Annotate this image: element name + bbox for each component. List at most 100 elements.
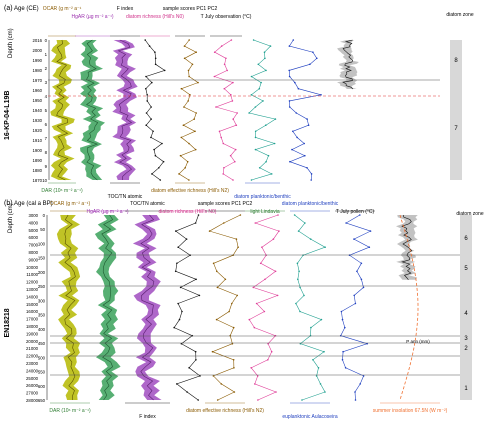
age-tick-label: 1880 xyxy=(32,168,42,173)
data-point xyxy=(223,63,226,66)
data-point xyxy=(307,124,310,126)
data-point xyxy=(233,391,236,393)
data-point xyxy=(306,167,308,169)
data-point xyxy=(298,270,300,273)
data-point xyxy=(194,222,197,224)
data-point xyxy=(299,310,301,313)
top-axis-label: HgAR (µg m⁻² a⁻¹) xyxy=(86,209,128,215)
age-axis-title: Age (CE) xyxy=(14,6,39,12)
depth-tick-label: 100 xyxy=(38,241,46,246)
depth-tick-label: 0 xyxy=(45,38,48,43)
data-point xyxy=(199,375,201,377)
data-point xyxy=(320,318,323,321)
depth-tick-label: 150 xyxy=(38,256,46,261)
depth-tick-label: 4 xyxy=(45,94,48,99)
insolation-line xyxy=(399,214,419,401)
data-point xyxy=(223,87,226,90)
series-line xyxy=(117,39,133,180)
core-name: 16-KP-04-L19B xyxy=(4,91,11,140)
data-point xyxy=(197,81,199,84)
data-point xyxy=(288,106,291,108)
age-tick-label: 18000 xyxy=(26,324,39,329)
data-point xyxy=(320,94,322,96)
depth-tick-label: 0 xyxy=(43,213,46,218)
data-point xyxy=(360,262,363,265)
data-point xyxy=(212,375,215,377)
data-point xyxy=(310,173,313,175)
series-line xyxy=(85,39,99,181)
age-tick-label: 5000 xyxy=(28,228,38,233)
data-point xyxy=(267,342,269,345)
data-point xyxy=(269,45,272,47)
series-line xyxy=(248,39,277,181)
age-tick-label: 3000 xyxy=(28,213,38,218)
depth-tick-label: 600 xyxy=(38,384,46,389)
data-point xyxy=(362,375,365,377)
series-line xyxy=(248,214,280,401)
age-tick-label: 28000 xyxy=(26,398,39,403)
data-point xyxy=(267,154,270,157)
data-point xyxy=(263,51,266,53)
zone-label: 6 xyxy=(464,236,468,242)
data-point xyxy=(288,100,291,102)
series-line xyxy=(208,214,241,401)
data-point xyxy=(270,350,273,353)
data-point xyxy=(274,118,277,120)
data-point xyxy=(195,278,197,281)
data-point xyxy=(312,359,314,361)
data-point xyxy=(152,130,154,133)
depth-tick-label: 9 xyxy=(45,164,48,169)
age-tick-label: 1920 xyxy=(32,128,42,133)
data-point xyxy=(362,286,365,289)
age-tick-label: 25000 xyxy=(26,376,39,381)
data-point xyxy=(295,112,298,114)
age-tick-label: 1890 xyxy=(32,158,42,163)
data-point xyxy=(161,142,163,145)
data-point xyxy=(341,318,344,321)
bottom-axis-label: diatom planktonic/benthic xyxy=(234,194,291,200)
data-point xyxy=(297,278,299,281)
age-tick-label: 24000 xyxy=(26,368,39,373)
data-point xyxy=(148,45,151,47)
data-point xyxy=(231,342,234,345)
data-point xyxy=(176,383,178,385)
data-point xyxy=(254,136,257,139)
data-point xyxy=(232,359,235,361)
data-point xyxy=(146,100,148,102)
depth-tick-label: 250 xyxy=(38,284,46,289)
data-point xyxy=(310,179,313,181)
data-point xyxy=(229,154,232,157)
data-point xyxy=(220,136,222,139)
data-point xyxy=(248,318,251,321)
data-point xyxy=(254,222,257,224)
data-point xyxy=(354,391,356,393)
depth-axis-title: Depth (cm) xyxy=(8,203,14,233)
series-line xyxy=(144,39,166,181)
age-tick-label: 11000 xyxy=(26,272,38,277)
data-point xyxy=(345,222,347,224)
data-point xyxy=(215,318,218,321)
data-point xyxy=(230,94,232,96)
zone-bar xyxy=(450,40,462,180)
data-point xyxy=(179,154,182,157)
data-point xyxy=(289,160,291,163)
data-point xyxy=(340,310,343,313)
data-point xyxy=(228,310,230,313)
top-axis-label: OCAR (g m⁻² a⁻¹) xyxy=(50,201,91,207)
age-tick-label: 14000 xyxy=(26,294,39,299)
data-point xyxy=(232,179,234,181)
data-point xyxy=(191,63,194,66)
panel-label: (a) xyxy=(4,5,13,12)
data-point xyxy=(272,238,275,240)
data-point xyxy=(299,286,301,289)
data-point xyxy=(359,214,361,216)
data-point xyxy=(226,69,228,72)
age-tick-label: 1900 xyxy=(32,148,42,153)
top-axis-label: light Lindavia xyxy=(250,209,279,215)
top-axis-label: TOC/TN atomic xyxy=(130,201,165,207)
zone-title: diatom zone xyxy=(456,211,483,217)
age-tick-label: 13000 xyxy=(26,287,39,292)
data-point xyxy=(292,130,294,133)
data-point xyxy=(237,246,239,248)
